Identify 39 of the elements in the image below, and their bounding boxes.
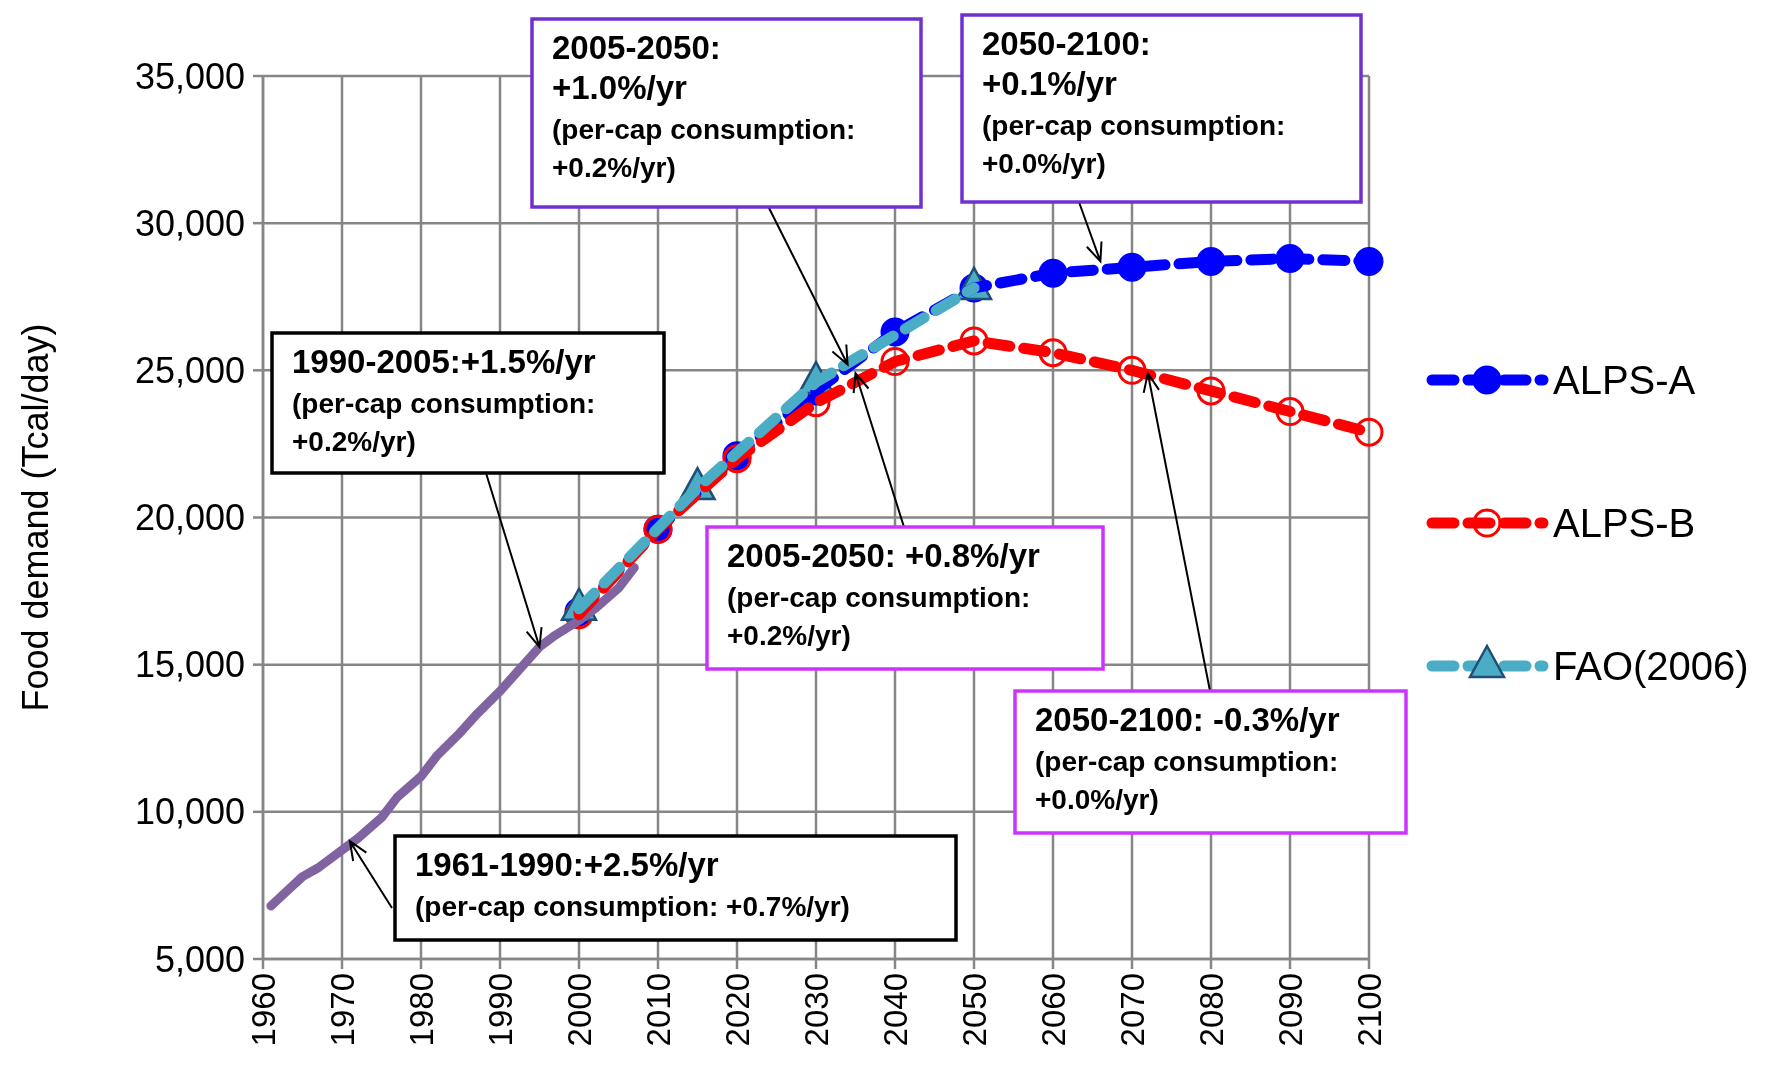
point xyxy=(880,347,910,376)
y-tick-label: 20,000 xyxy=(134,497,245,539)
annotation: 2005-2050: +0.8%/yr (per-cap consumption: +0.2%/yr) xyxy=(727,537,1040,651)
annotation: 2005-2050: +1.0%/yr (per-cap consumption: +0.2%/yr) xyxy=(552,29,856,183)
x-tick-label: 2080 xyxy=(1192,973,1230,1047)
annotation: 1961-1990:+2.5%/yr (per-cap consumption: +0.7%/yr) xyxy=(415,846,850,922)
y-tick-label: 30,000 xyxy=(134,202,245,244)
point xyxy=(1275,397,1305,427)
point xyxy=(1354,417,1384,447)
x-tick-label: 2020 xyxy=(718,973,756,1047)
x-tick-label: 2030 xyxy=(797,973,835,1047)
x-tick-label: 2060 xyxy=(1034,973,1072,1047)
legend-label: FAO(2006) xyxy=(1553,644,1749,688)
legend-label: ALPS-B xyxy=(1553,501,1696,545)
y-tick-label: 25,000 xyxy=(134,349,245,391)
y-tick-label: 35,000 xyxy=(134,55,245,97)
x-tick-label: 1990 xyxy=(481,973,519,1047)
x-tick-label: 2000 xyxy=(560,973,598,1047)
annotation: 1990-2005:+1.5%/yr (per-cap consumption: +0.2%/yr) xyxy=(292,343,596,457)
annotation: 2050-2100: -0.3%/yr (per-cap consumption: +0.0%/yr) xyxy=(1035,701,1340,815)
x-tick-label: 2090 xyxy=(1271,973,1309,1047)
x-tick-label: 1960 xyxy=(244,973,282,1047)
x-tick-label: 2100 xyxy=(1350,973,1388,1047)
annotation: 2050-2100: +0.1%/yr (per-cap consumption: +0.0%/yr) xyxy=(982,25,1286,179)
x-tick-label: 2050 xyxy=(955,973,993,1047)
point xyxy=(959,326,989,356)
point xyxy=(1117,355,1147,385)
x-tick-label: 1980 xyxy=(402,973,440,1047)
y-tick-label: 5,000 xyxy=(154,938,245,980)
legend-label: ALPS-A xyxy=(1553,358,1696,402)
y-tick-label: 15,000 xyxy=(134,644,245,686)
point xyxy=(1038,338,1068,368)
x-tick-label: 2040 xyxy=(876,973,914,1047)
y-tick-label: 10,000 xyxy=(134,791,245,833)
x-tick-label: 2010 xyxy=(639,973,677,1047)
y-axis-title: Food demand (Tcal/day) xyxy=(15,323,56,712)
x-tick-label: 1970 xyxy=(323,973,361,1047)
point xyxy=(1196,376,1226,406)
x-tick-label: 2070 xyxy=(1113,973,1151,1047)
